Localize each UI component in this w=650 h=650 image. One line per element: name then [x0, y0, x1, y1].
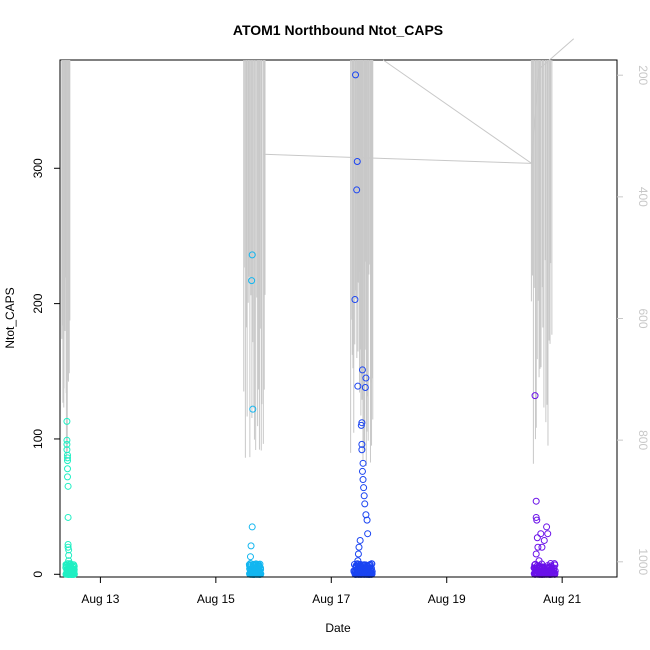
data-point	[246, 553, 254, 561]
data-point	[537, 530, 545, 538]
data-point	[532, 550, 540, 558]
x-tick-label: Aug 13	[81, 592, 119, 606]
data-point	[355, 543, 363, 551]
y2-tick-label: 600	[636, 308, 650, 328]
data-point	[64, 513, 72, 521]
data-point	[64, 543, 72, 551]
data-point	[541, 568, 549, 576]
data-point	[247, 542, 255, 550]
y-axis-label: Ntot_CAPS	[3, 287, 17, 348]
x-tick-label: Aug 15	[197, 592, 235, 606]
data-point	[358, 366, 366, 374]
data-point	[540, 536, 548, 544]
data-point	[534, 543, 542, 551]
data-point	[353, 158, 361, 166]
data-point	[358, 440, 366, 448]
y-axis: 0 100 200 300	[31, 158, 60, 578]
data-point	[63, 446, 71, 454]
y2-axis: 200 400 600 800 1000	[617, 65, 650, 575]
x-tick-label: Aug 19	[428, 592, 466, 606]
chart-title: ATOM1 Northbound Ntot_CAPS	[233, 22, 443, 38]
y-tick-label: 100	[31, 429, 45, 449]
y2-tick-label: 200	[636, 65, 650, 85]
y2-tick-label: 400	[636, 187, 650, 207]
y-tick-label: 0	[31, 571, 45, 578]
data-point	[354, 550, 362, 558]
data-point	[64, 541, 72, 549]
data-point	[64, 482, 72, 490]
data-point	[533, 534, 541, 542]
data-point	[531, 561, 539, 569]
points-group	[62, 71, 559, 578]
data-point	[68, 567, 76, 575]
data-point	[358, 419, 366, 427]
data-point	[353, 186, 361, 194]
data-point	[362, 374, 370, 382]
data-point	[354, 382, 362, 390]
data-point	[70, 568, 78, 576]
data-point	[538, 543, 546, 551]
data-point	[533, 516, 541, 524]
data-point	[65, 551, 73, 559]
data-point	[549, 567, 557, 575]
data-point	[359, 459, 367, 467]
data-point	[356, 536, 364, 544]
data-point	[532, 497, 540, 505]
data-point	[544, 530, 552, 538]
y2-tick-label: 1000	[636, 548, 650, 575]
data-point	[62, 564, 70, 572]
x-axis-label: Date	[325, 621, 351, 635]
data-point	[64, 473, 72, 481]
data-point	[538, 569, 546, 577]
data-point	[247, 561, 255, 569]
data-point	[65, 546, 73, 554]
y2-tick-label: 800	[636, 430, 650, 450]
data-point	[248, 277, 256, 285]
data-point	[249, 405, 257, 413]
data-point	[550, 560, 558, 568]
connector-line	[382, 59, 532, 164]
data-point	[352, 71, 360, 79]
data-point	[64, 465, 72, 473]
data-point	[363, 516, 371, 524]
data-point	[64, 454, 72, 462]
data-point	[359, 561, 367, 569]
data-point	[361, 384, 369, 392]
data-point	[63, 436, 71, 444]
data-point	[367, 564, 375, 572]
data-point	[359, 476, 367, 484]
data-point	[357, 421, 365, 429]
x-tick-label: Aug 21	[543, 592, 581, 606]
data-point	[360, 492, 368, 500]
data-point	[63, 417, 71, 425]
data-point	[531, 392, 539, 400]
data-point	[254, 569, 262, 577]
y-tick-label: 300	[31, 158, 45, 178]
data-point	[248, 251, 256, 259]
data-point	[361, 500, 369, 508]
data-point	[63, 440, 71, 448]
data-point	[363, 562, 371, 570]
data-point	[64, 451, 72, 459]
data-point	[355, 569, 363, 577]
x-axis: Aug 13 Aug 15 Aug 17 Aug 19 Aug 21	[81, 576, 582, 606]
data-point	[532, 513, 540, 521]
connector-line	[263, 38, 575, 164]
data-point	[360, 484, 368, 492]
data-point	[358, 446, 366, 454]
data-point	[64, 457, 72, 465]
data-point	[364, 530, 372, 538]
secondary-lines-group	[61, 38, 575, 467]
data-point	[358, 467, 366, 475]
data-point	[351, 296, 359, 304]
x-tick-label: Aug 17	[312, 592, 350, 606]
data-point	[543, 523, 551, 531]
y-tick-label: 200	[31, 293, 45, 313]
data-point	[248, 523, 256, 531]
